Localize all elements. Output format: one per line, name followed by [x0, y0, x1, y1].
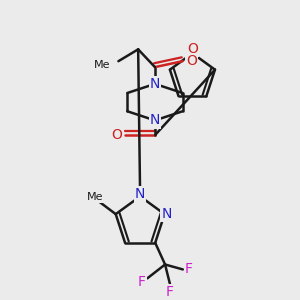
- Text: O: O: [186, 54, 197, 68]
- Text: O: O: [111, 128, 122, 142]
- Text: N: N: [150, 113, 160, 128]
- Text: F: F: [137, 275, 146, 289]
- Text: O: O: [187, 42, 198, 56]
- Text: F: F: [185, 262, 193, 276]
- Text: N: N: [161, 207, 172, 221]
- Text: Me: Me: [87, 192, 103, 202]
- Text: N: N: [135, 188, 145, 201]
- Text: F: F: [166, 285, 174, 299]
- Text: Me: Me: [94, 60, 110, 70]
- Text: N: N: [150, 77, 160, 91]
